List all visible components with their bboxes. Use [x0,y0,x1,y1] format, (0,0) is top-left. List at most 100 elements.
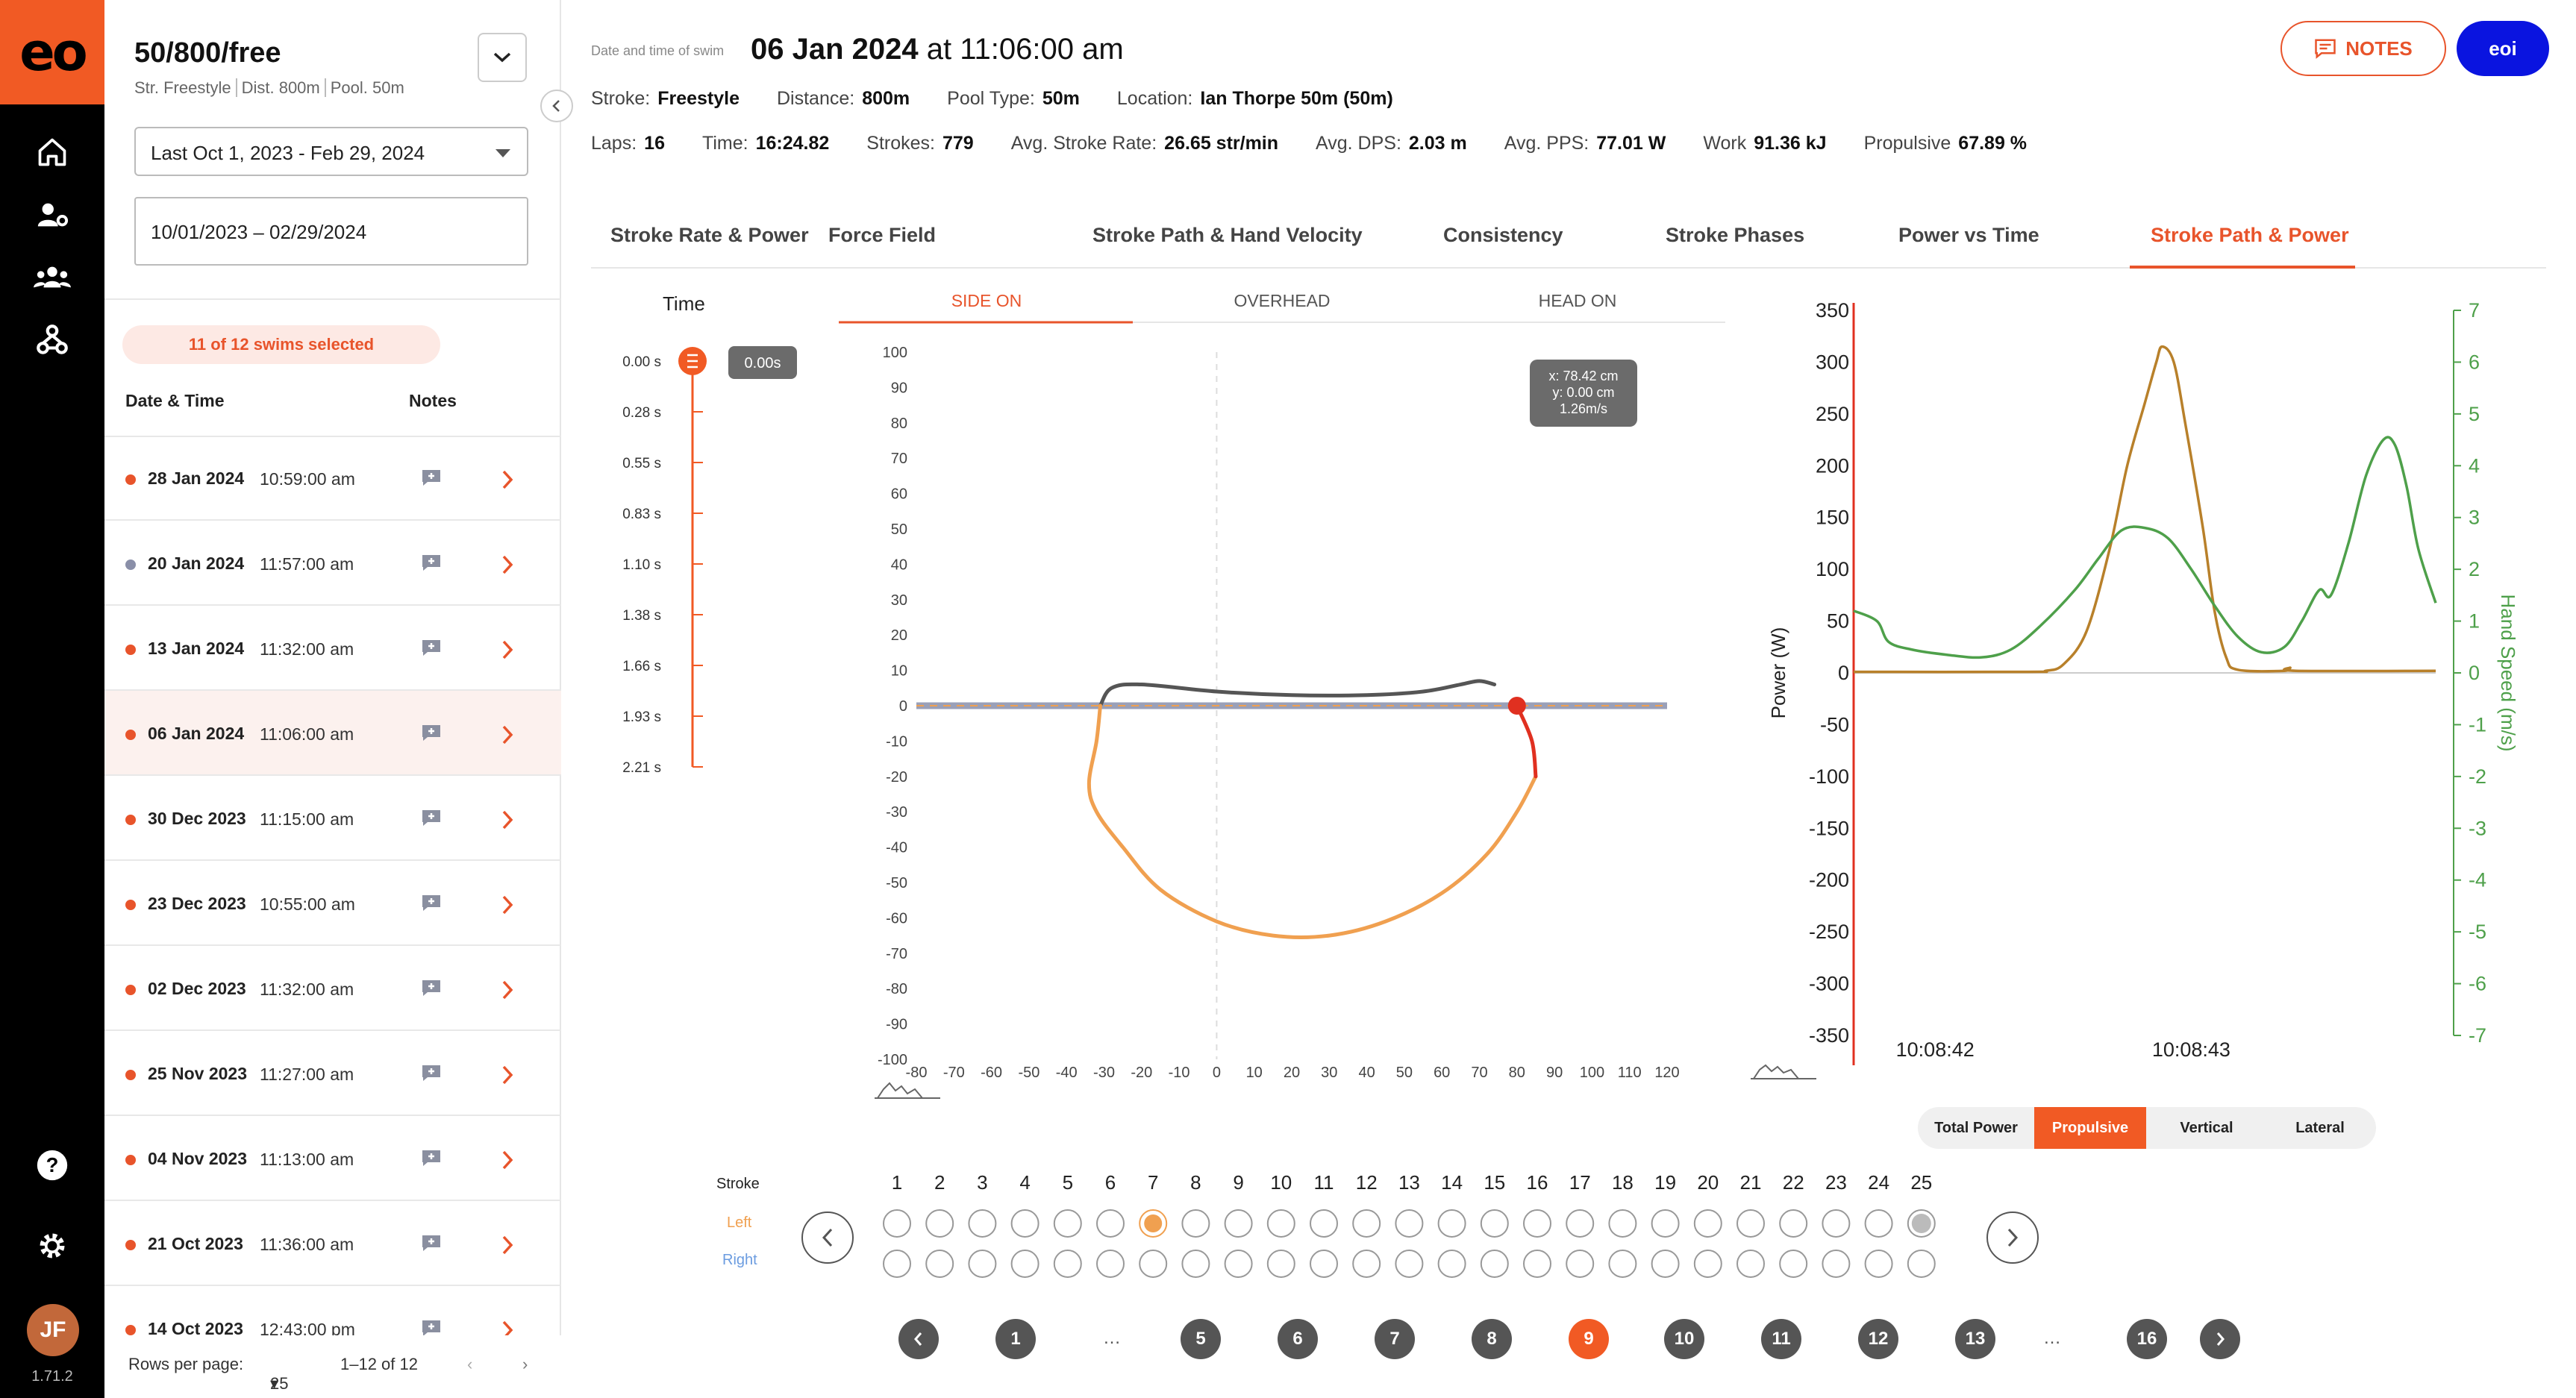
power-mode-propulsive[interactable]: Propulsive [2034,1107,2146,1149]
right-stroke-toggle[interactable] [1266,1250,1295,1278]
view-tab-side-on[interactable]: SIDE ON [951,291,1022,310]
selected-count-chip[interactable]: 11 of 12 swims selected [122,325,440,364]
help-icon[interactable]: ? [28,1141,76,1189]
user-settings-icon[interactable] [28,191,76,239]
right-stroke-toggle[interactable] [1864,1250,1893,1278]
right-stroke-toggle[interactable] [1437,1250,1466,1278]
view-tab-overhead[interactable]: OVERHEAD [1234,291,1331,310]
chevron-right-icon[interactable] [500,724,521,746]
right-stroke-toggle[interactable] [1352,1250,1381,1278]
note-icon[interactable] [421,554,442,571]
right-stroke-toggle[interactable] [925,1250,954,1278]
date-range-input[interactable]: 10/01/2023 – 02/29/2024 [134,197,528,266]
right-stroke-toggle[interactable] [1224,1250,1253,1278]
lap-button[interactable]: 13 [1955,1319,1995,1359]
lap-button[interactable]: 10 [1664,1319,1704,1359]
right-stroke-toggle[interactable] [883,1250,911,1278]
swim-row[interactable]: 20 Jan 2024 11:57:00 am [104,521,561,606]
notes-button[interactable]: NOTES [2280,21,2446,76]
chevron-right-icon[interactable] [500,979,521,1001]
right-stroke-toggle[interactable] [968,1250,997,1278]
left-stroke-toggle[interactable] [1523,1209,1551,1238]
right-stroke-toggle[interactable] [1608,1250,1637,1278]
next-strokes-button[interactable] [1986,1212,2039,1264]
chevron-right-icon[interactable] [500,1234,521,1256]
swim-icon[interactable] [28,316,76,364]
note-icon[interactable] [421,1064,442,1082]
right-stroke-toggle[interactable] [1907,1250,1936,1278]
note-icon[interactable] [421,468,442,486]
power-mode-vertical[interactable]: Vertical [2180,1120,2233,1136]
note-icon[interactable] [421,724,442,742]
lap-button[interactable]: 8 [1472,1319,1512,1359]
right-stroke-toggle[interactable] [1010,1250,1040,1278]
swim-row[interactable]: 30 Dec 2023 11:15:00 am [104,776,561,861]
swim-row[interactable]: 06 Jan 2024 11:06:00 am [104,691,561,776]
right-stroke-toggle[interactable] [1310,1250,1338,1278]
next-lap-button[interactable] [2200,1319,2240,1359]
swim-row[interactable]: 28 Jan 2024 10:59:00 am [104,436,561,521]
swim-row[interactable]: 04 Nov 2023 11:13:00 am [104,1116,561,1201]
team-icon[interactable] [28,254,76,301]
left-stroke-toggle[interactable] [1822,1209,1851,1238]
prev-lap-button[interactable] [898,1319,939,1359]
right-stroke-toggle[interactable] [1395,1250,1424,1278]
left-stroke-toggle[interactable] [1480,1209,1509,1238]
note-icon[interactable] [421,639,442,656]
chevron-right-icon[interactable] [500,639,521,661]
chevron-right-icon[interactable] [500,1064,521,1086]
left-stroke-toggle[interactable] [1736,1209,1765,1238]
swim-row[interactable]: 13 Jan 2024 11:32:00 am [104,606,561,691]
settings-icon[interactable] [28,1222,76,1270]
left-stroke-toggle[interactable] [1395,1209,1424,1238]
left-stroke-toggle[interactable] [1224,1209,1253,1238]
tab-consistency[interactable]: Consistency [1443,224,1563,246]
collapse-panel-button[interactable] [540,90,573,122]
right-stroke-toggle[interactable] [1779,1250,1808,1278]
left-stroke-toggle[interactable] [1608,1209,1637,1238]
left-stroke-toggle[interactable] [1352,1209,1381,1238]
tab-power-vs-time[interactable]: Power vs Time [1898,224,2039,246]
note-icon[interactable] [421,809,442,827]
right-stroke-toggle[interactable] [1096,1250,1125,1278]
avatar[interactable]: JF [27,1304,79,1356]
right-stroke-toggle[interactable] [1736,1250,1765,1278]
swim-row[interactable]: 02 Dec 2023 11:32:00 am [104,946,561,1031]
left-stroke-toggle[interactable] [1181,1209,1210,1238]
left-stroke-toggle[interactable] [968,1209,997,1238]
account-button[interactable]: eoi [2457,21,2549,76]
swim-row[interactable]: 21 Oct 2023 11:36:00 am [104,1201,561,1286]
left-stroke-toggle[interactable] [1779,1209,1808,1238]
right-stroke-toggle[interactable] [1651,1250,1680,1278]
left-stroke-toggle[interactable] [1693,1209,1722,1238]
note-icon[interactable] [421,979,442,997]
lap-button[interactable]: 16 [2127,1319,2167,1359]
home-icon[interactable] [28,128,76,176]
chevron-right-icon[interactable] [500,809,521,831]
right-stroke-toggle[interactable] [1693,1250,1722,1278]
power-mode-lateral[interactable]: Lateral [2295,1120,2345,1136]
right-stroke-toggle[interactable] [1053,1250,1082,1278]
chevron-right-icon[interactable] [500,554,521,576]
view-tab-head-on[interactable]: HEAD ON [1538,291,1617,310]
range-zoom-icon[interactable] [1752,1064,1801,1079]
lap-button[interactable]: 9 [1569,1319,1609,1359]
range-zoom-icon[interactable] [876,1082,925,1099]
tab-stroke-path-power[interactable]: Stroke Path & Power [2151,224,2349,246]
hand-position-marker[interactable] [1507,697,1526,715]
left-stroke-toggle[interactable] [1096,1209,1125,1238]
right-stroke-toggle[interactable] [1523,1250,1551,1278]
eo-logo[interactable]: eo [0,0,104,104]
tab-force-field[interactable]: Force Field [828,224,937,246]
lap-button[interactable]: 11 [1761,1319,1801,1359]
note-icon[interactable] [421,1149,442,1167]
power-mode-total-power[interactable]: Total Power [1934,1120,2018,1136]
set-dropdown-button[interactable] [478,33,527,82]
lap-button[interactable]: 7 [1375,1319,1415,1359]
swim-row[interactable]: 25 Nov 2023 11:27:00 am [104,1031,561,1116]
prev-strokes-button[interactable] [801,1212,854,1264]
right-stroke-toggle[interactable] [1139,1250,1168,1278]
next-page-icon[interactable]: › [522,1355,528,1373]
right-stroke-toggle[interactable] [1181,1250,1210,1278]
lap-button[interactable]: 6 [1278,1319,1318,1359]
